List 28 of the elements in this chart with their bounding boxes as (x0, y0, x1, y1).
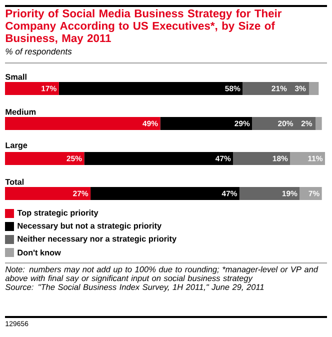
bar (316, 116, 322, 130)
source-note: Source: "The Social Business Index Survey, 1H 2011," June 29, 2011 (5, 284, 264, 292)
bar (242, 82, 310, 95)
legend-label: Top strategic priority (17, 210, 98, 218)
bar (84, 152, 234, 165)
bar (252, 116, 316, 130)
y-tick-label: Total (5, 178, 24, 185)
bar (5, 116, 160, 130)
y-tick-label: Large (6, 142, 28, 150)
bar (300, 186, 322, 200)
bar (233, 152, 290, 165)
legend-label: Don't know (18, 249, 61, 256)
text: Note: numbers may not add up to 100% due to rounding; *manager-level or VP and above with final say or significant input on social business strategy (5, 266, 318, 283)
bar (5, 186, 91, 200)
chart-title: Priority of Social Media Business Strategy for Their Company According to US Executives*, by Size of Business, May 2011 (6, 9, 282, 44)
bar (90, 186, 240, 200)
y-tick-label: Small (5, 74, 26, 80)
bar (290, 152, 326, 165)
chart-subtitle: % of respondents (6, 48, 72, 56)
bar (5, 152, 84, 165)
bar (58, 82, 243, 95)
bar (5, 82, 59, 95)
bar (160, 116, 252, 130)
legend-label: Necessary but not a strategic priority (18, 222, 162, 230)
legend-label: Neither necessary nor a strategic priority (18, 236, 177, 244)
y-tick-label: Medium (6, 108, 36, 115)
bar (239, 186, 300, 200)
bar (309, 82, 319, 95)
